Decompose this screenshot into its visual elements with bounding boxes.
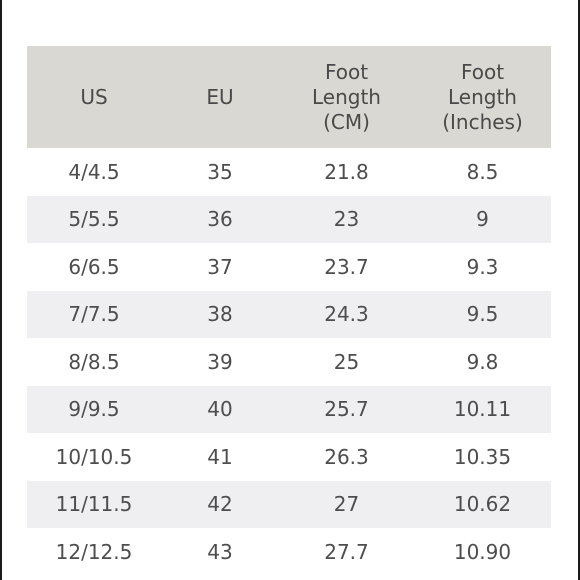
- cell-inches: 10.35: [453, 444, 512, 469]
- cell-cm: 27: [333, 492, 360, 517]
- cell-eu: 38: [207, 302, 233, 327]
- cell-eu: 36: [207, 207, 233, 232]
- table-row: 11/11.5 42 27 10.62: [27, 480, 551, 528]
- cell-eu: 42: [207, 492, 233, 517]
- table-row: 10/10.5 41 26.3 10.35: [27, 433, 551, 481]
- cell-cm: 24.3: [324, 302, 369, 327]
- right-border: [578, 0, 580, 580]
- table-row: 9/9.5 40 25.7 10.11: [27, 385, 551, 433]
- cell-us: 10/10.5: [55, 444, 133, 469]
- cell-us: 5/5.5: [68, 207, 120, 232]
- cell-cm: 23.7: [324, 254, 369, 279]
- cell-cm: 26.3: [324, 444, 369, 469]
- cell-us: 8/8.5: [68, 349, 120, 374]
- table-row: 12/12.5 43 27.7 10.90: [27, 528, 551, 576]
- header-eu: EU: [206, 84, 234, 109]
- cell-eu: 43: [207, 539, 233, 564]
- cell-eu: 37: [207, 254, 233, 279]
- cell-inches: 10.90: [453, 539, 512, 564]
- table-row: 8/8.5 39 25 9.8: [27, 338, 551, 386]
- cell-inches: 9.5: [466, 302, 499, 327]
- header-row: US EU Foot Length (CM) Foot Length (Inch…: [27, 46, 551, 148]
- cell-inches: 8.5: [466, 159, 499, 184]
- table-row: 5/5.5 36 23 9: [27, 195, 551, 243]
- cell-eu: 40: [207, 397, 233, 422]
- cell-us: 9/9.5: [68, 397, 120, 422]
- cell-inches: 9: [476, 207, 489, 232]
- cell-us: 11/11.5: [55, 492, 133, 517]
- cell-inches: 9.8: [466, 349, 499, 374]
- left-border: [0, 0, 2, 580]
- cell-cm: 25.7: [324, 397, 369, 422]
- cell-us: 12/12.5: [55, 539, 133, 564]
- table-row: 6/6.5 37 23.7 9.3: [27, 243, 551, 291]
- cell-us: 4/4.5: [68, 159, 120, 184]
- cell-cm: 21.8: [324, 159, 369, 184]
- size-chart-table: US EU Foot Length (CM) Foot Length (Inch…: [27, 46, 551, 576]
- cell-us: 7/7.5: [68, 302, 120, 327]
- cell-eu: 41: [207, 444, 233, 469]
- cell-eu: 35: [207, 159, 233, 184]
- header-foot-length-inches: Foot Length (Inches): [442, 59, 523, 134]
- cell-inches: 10.62: [453, 492, 512, 517]
- header-foot-length-cm: Foot Length (CM): [312, 59, 381, 134]
- header-us: US: [80, 84, 108, 109]
- table-row: 4/4.5 35 21.8 8.5: [27, 148, 551, 196]
- cell-cm: 25: [333, 349, 360, 374]
- cell-inches: 10.11: [453, 397, 512, 422]
- table-row: 7/7.5 38 24.3 9.5: [27, 290, 551, 338]
- table-body: 4/4.5 35 21.8 8.5 5/5.5 36 23 9 6/6.5 37…: [27, 148, 551, 576]
- cell-cm: 27.7: [324, 539, 369, 564]
- table-header: US EU Foot Length (CM) Foot Length (Inch…: [27, 46, 551, 148]
- cell-cm: 23: [333, 207, 360, 232]
- cell-inches: 9.3: [466, 254, 499, 279]
- cell-eu: 39: [207, 349, 233, 374]
- cell-us: 6/6.5: [68, 254, 120, 279]
